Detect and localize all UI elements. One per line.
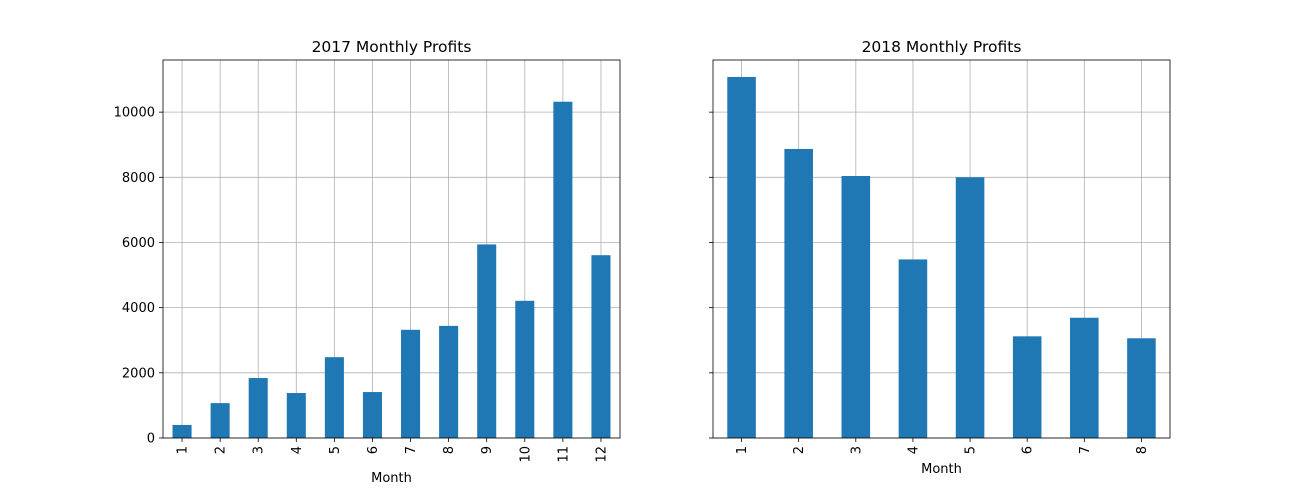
x-tick-label: 5: [328, 446, 343, 454]
y-tick-label: 0: [147, 432, 155, 447]
chart-title: 2017 Monthly Profits: [312, 38, 472, 56]
x-axis-label: Month: [921, 462, 962, 477]
x-tick-label: 4: [290, 446, 305, 454]
x-tick-label: 8: [1135, 446, 1150, 454]
bar: [439, 325, 459, 438]
axes-frame: [712, 59, 1171, 439]
x-tick-label: 3: [849, 446, 864, 454]
x-tick-label: 10: [518, 446, 533, 463]
x-tick-label: 8: [442, 446, 457, 454]
chart-2018: 1 2 3 4 5 6 7 8 2018 Monthly Profits Month: [709, 38, 1171, 477]
y-tick-label: 6000: [122, 236, 155, 251]
bar: [362, 392, 382, 438]
axes-frame: [162, 59, 621, 439]
bar: [553, 101, 573, 439]
bar: [727, 76, 756, 438]
y-tick-label: 10000: [114, 106, 155, 121]
x-tick-label: 5: [964, 446, 979, 454]
bar: [172, 424, 192, 438]
bar: [955, 177, 985, 438]
bar: [1012, 336, 1042, 438]
y-tick-label: 8000: [122, 171, 155, 186]
x-tick-label: 6: [366, 446, 381, 454]
x-tick-label: 2: [792, 446, 807, 454]
x-tick-label: 2: [214, 446, 229, 454]
chart-title: 2018 Monthly Profits: [862, 38, 1022, 56]
x-tick-label: 9: [480, 446, 495, 454]
x-axis-label: Month: [371, 471, 412, 486]
x-tick-label: 6: [1021, 446, 1036, 454]
x-tick-label: 12: [594, 446, 609, 463]
bar: [1127, 338, 1156, 438]
y-tick-label: 4000: [122, 301, 155, 316]
bar: [515, 300, 535, 438]
x-tick-label: 11: [556, 446, 571, 463]
bar: [477, 244, 497, 438]
x-tick-label: 1: [176, 446, 191, 454]
bar: [841, 176, 871, 438]
bar: [210, 403, 230, 438]
x-tick-label: 4: [906, 446, 921, 454]
bar: [1070, 317, 1099, 438]
x-tick-label: 7: [1078, 446, 1093, 454]
y-tick-label: 2000: [122, 366, 155, 381]
bar: [401, 329, 421, 438]
bar: [784, 148, 813, 439]
bar: [324, 357, 344, 438]
x-tick-label: 3: [252, 446, 267, 454]
bar: [898, 259, 928, 438]
bar: [286, 393, 306, 438]
bar: [248, 378, 268, 438]
bar: [591, 255, 611, 438]
x-tick-label: 1: [735, 446, 750, 454]
x-tick-label: 7: [404, 446, 419, 454]
